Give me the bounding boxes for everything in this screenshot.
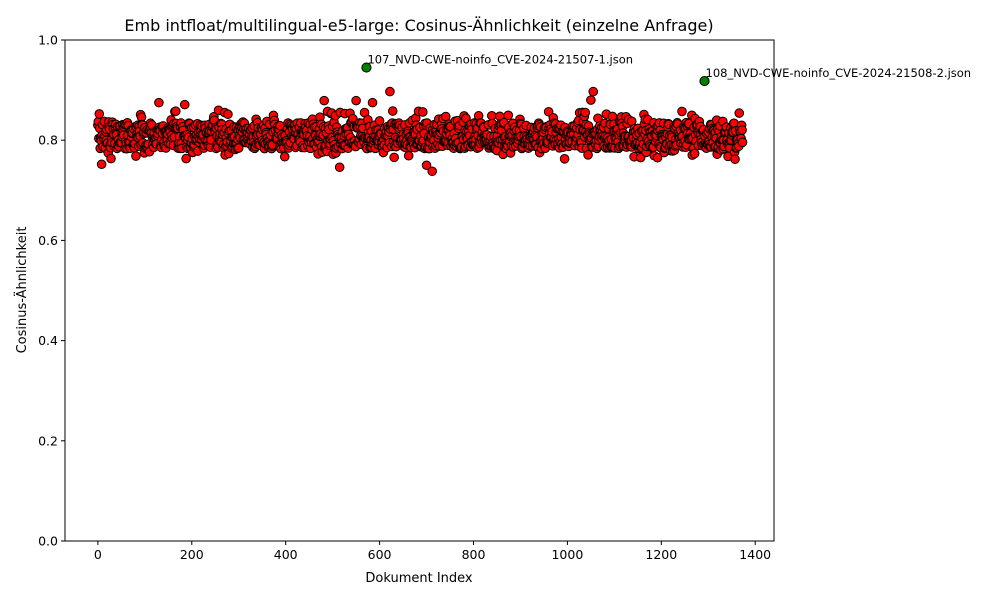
data-point <box>677 106 687 117</box>
data-point <box>94 109 105 119</box>
data-point <box>351 95 361 106</box>
data-point <box>734 108 745 118</box>
y-axis-label: Cosinus-Ähnlichkeit <box>14 227 30 354</box>
data-point <box>737 137 748 148</box>
data-point <box>106 153 116 164</box>
data-point <box>689 148 700 159</box>
data-point <box>583 150 593 160</box>
data-point <box>387 106 398 116</box>
x-tick-label: 1200 <box>645 547 677 562</box>
highlighted-point <box>699 75 710 87</box>
points-layer <box>93 86 748 177</box>
data-point <box>588 86 599 97</box>
data-point <box>487 110 497 121</box>
data-point <box>367 97 378 108</box>
data-point <box>503 110 514 121</box>
y-axis: 0.0 0.2 0.4 0.6 0.8 1.0 <box>38 33 65 549</box>
data-point <box>580 107 591 118</box>
highlighted-point <box>361 62 372 73</box>
data-point <box>417 107 428 117</box>
x-axis: 0 200 400 600 800 1000 1200 1400 <box>94 541 771 562</box>
x-tick-label: 800 <box>462 547 486 562</box>
y-tick-label: 0.0 <box>38 534 58 549</box>
plot-frame <box>64 39 775 542</box>
x-tick-label: 400 <box>274 547 298 562</box>
data-point <box>233 143 244 153</box>
data-point <box>389 152 399 163</box>
data-point <box>421 160 432 171</box>
y-tick-label: 1.0 <box>38 33 58 48</box>
highlight-layer: 107_NVD-CWE-noinfo_CVE-2024-21507-1.json… <box>361 53 972 87</box>
data-point <box>223 109 233 120</box>
data-point <box>737 125 747 135</box>
data-point <box>154 97 164 108</box>
y-tick-label: 0.8 <box>38 133 58 148</box>
data-point <box>586 95 596 105</box>
x-tick-label: 1400 <box>739 547 771 562</box>
data-point <box>374 116 385 126</box>
point-annotation: 107_NVD-CWE-noinfo_CVE-2024-21507-1.json <box>367 53 633 67</box>
y-tick-label: 0.2 <box>38 433 58 448</box>
data-point <box>559 154 570 164</box>
x-tick-label: 1000 <box>551 547 583 562</box>
data-point <box>279 151 290 162</box>
data-point <box>652 152 663 163</box>
data-point <box>334 162 345 173</box>
point-annotation: 108_NVD-CWE-noinfo_CVE-2024-21508-2.json <box>706 66 972 80</box>
chart-title: Emb intfloat/multilingual-e5-large: Cosi… <box>124 16 713 35</box>
x-tick-label: 0 <box>94 547 102 562</box>
x-axis-label: Dokument Index <box>365 571 473 586</box>
data-point <box>427 166 437 177</box>
x-tick-label: 600 <box>368 547 392 562</box>
data-point <box>181 153 191 164</box>
y-tick-label: 0.4 <box>38 333 58 348</box>
data-point <box>385 86 395 97</box>
data-point <box>730 154 740 165</box>
x-tick-label: 200 <box>180 547 204 562</box>
data-point <box>171 106 181 117</box>
data-point <box>179 99 190 110</box>
data-point <box>131 151 141 161</box>
y-tick-label: 0.6 <box>38 233 58 248</box>
data-point <box>403 150 414 161</box>
data-point <box>96 159 107 170</box>
data-point <box>319 95 329 106</box>
